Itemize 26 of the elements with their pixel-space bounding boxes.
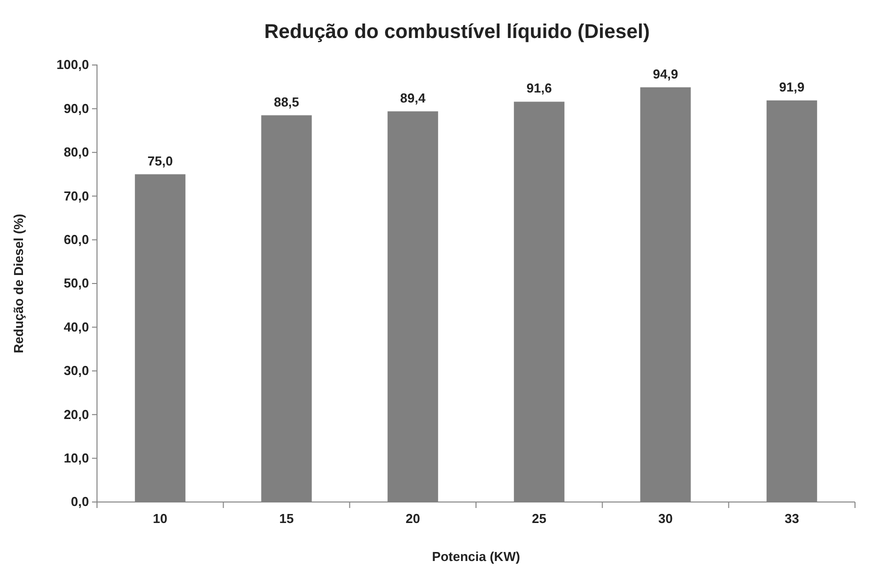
x-tick-label: 15 (279, 511, 294, 526)
x-tick-label: 20 (406, 511, 420, 526)
data-label: 88,5 (274, 94, 300, 110)
x-tick-label: 25 (532, 511, 546, 526)
y-tick-label: 50,0 (64, 276, 89, 291)
chart-title: Redução do combustível líquido (Diesel) (264, 21, 650, 43)
x-axis-title: Potencia (KW) (432, 549, 520, 564)
data-label: 75,0 (148, 153, 173, 168)
y-tick-label: 30,0 (64, 363, 89, 378)
data-label: 91,6 (526, 80, 552, 96)
x-tick-label: 33 (784, 511, 800, 526)
y-tick-label: 80,0 (64, 144, 89, 160)
y-tick-label: 40,0 (64, 319, 89, 334)
data-label: 94,9 (652, 66, 678, 82)
y-tick-label: 100,0 (56, 57, 89, 72)
x-tick-label: 10 (152, 511, 168, 526)
y-tick-label: 0,0 (70, 494, 89, 510)
data-label: 91,9 (779, 79, 804, 94)
y-tick-label: 90,0 (64, 100, 89, 116)
y-tick-label: 70,0 (64, 188, 89, 204)
y-tick-label: 60,0 (64, 232, 89, 247)
y-axis-title: Redução de Diesel (%) (11, 214, 26, 354)
y-tick-label: 10,0 (64, 450, 89, 466)
data-label: 89,4 (400, 90, 426, 106)
y-tick-label: 20,0 (64, 406, 89, 422)
x-tick-label: 30 (658, 511, 673, 526)
